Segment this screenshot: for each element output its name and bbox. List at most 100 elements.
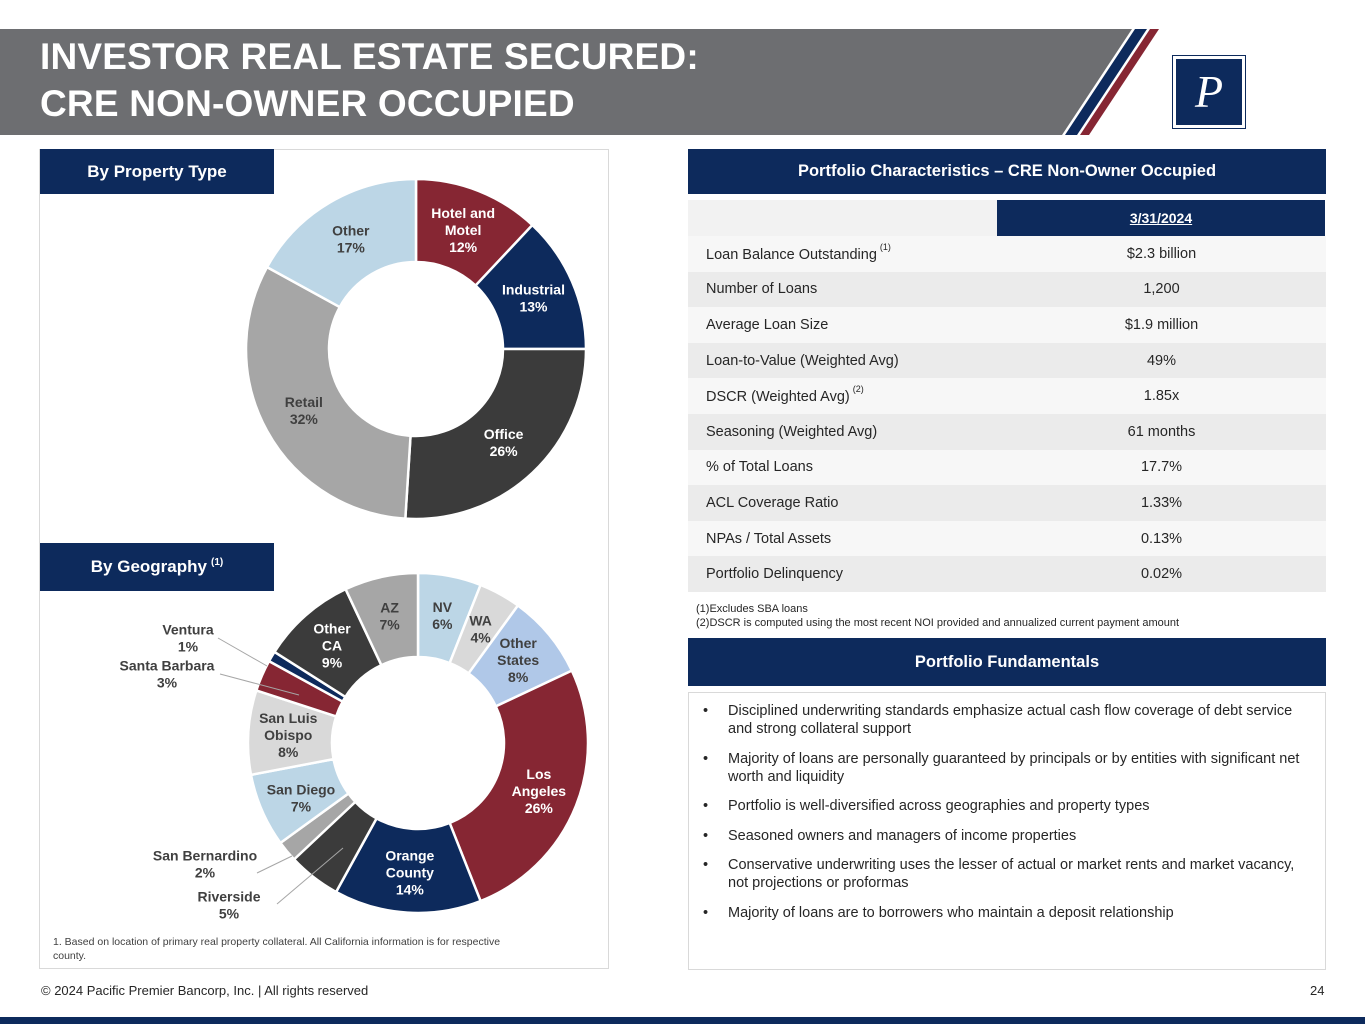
- note-2: (2)DSCR is computed using the most recen…: [696, 617, 1180, 629]
- logo-letter: P: [1194, 66, 1224, 117]
- table-header-blank: [688, 200, 997, 236]
- table-row: Loan-to-Value (Weighted Avg) 49%: [688, 342, 1326, 379]
- row-label-superscript: (1): [879, 241, 891, 252]
- row-label: Number of Loans: [688, 281, 997, 297]
- slice-label-retail: Retail 32%: [285, 394, 323, 427]
- row-value: 1,200: [1143, 281, 1180, 298]
- slice-label-san-diego: San Diego 7%: [267, 782, 335, 815]
- slice-percent: 1%: [178, 639, 199, 655]
- slice-label-riverside: Riverside 5%: [197, 889, 260, 922]
- geography-donut: NV 6% WA 4% Other States 8%Los Angeles 26%Orange…: [120, 571, 590, 922]
- header-maroon-stripe: [1080, 29, 1159, 135]
- property-type-tab: By Property Type: [40, 149, 274, 194]
- table-row: Seasoning (Weighted Avg) 61 months: [688, 413, 1326, 450]
- row-value: 49%: [1146, 352, 1177, 369]
- slice-label-line: Industrial: [502, 282, 565, 298]
- row-label: Portfolio Delinquency: [688, 566, 997, 582]
- table-row: Loan Balance Outstanding (1) $2.3 billion: [688, 236, 1326, 272]
- list-item-text: Disciplined underwriting standards empha…: [728, 703, 1293, 737]
- list-item-text: Conservative underwriting uses the lesse…: [728, 857, 1295, 891]
- copyright-text: © 2024 Pacific Premier Bancorp, Inc. | A…: [41, 983, 369, 998]
- bullet-icon: •: [703, 827, 709, 844]
- slice-label-san-bernardino: San Bernardino 2%: [153, 848, 257, 881]
- geography-title: By Geography: [90, 557, 207, 576]
- bottom-bar: [0, 1017, 1365, 1024]
- row-value: 0.02%: [1140, 566, 1183, 583]
- slice-label-santa-barbara: Santa Barbara 3%: [120, 658, 215, 691]
- note-1: (1)Excludes SBA loans: [696, 603, 808, 615]
- row-label: Loan Balance Outstanding (1): [688, 241, 997, 263]
- slice-label-line: States: [497, 652, 539, 668]
- donut-slice-az: [343, 571, 420, 667]
- leader-line-riverside: [276, 847, 344, 905]
- header-navy-stripe: [1065, 29, 1147, 135]
- slice-label-line: NV: [433, 599, 453, 615]
- fundamentals-box: • Disciplined underwriting standards emph…: [688, 692, 1326, 970]
- property-type-donut: Hotel and Motel 12%Industrial 13%Office 26%R…: [244, 177, 588, 521]
- slice-label-line: Angeles: [512, 783, 567, 799]
- leader-line-san-bernardino: [256, 855, 293, 874]
- table-row: NPAs / Total Assets 0.13%: [688, 520, 1326, 557]
- row-label: Average Loan Size: [688, 317, 997, 333]
- slice-label-line: Riverside: [197, 889, 260, 905]
- slice-label-other-states: Other States 8%: [497, 635, 539, 685]
- table-row: % of Total Loans 17.7%: [688, 449, 1326, 486]
- row-value: 1.33%: [1140, 494, 1183, 511]
- row-label: DSCR (Weighted Avg) (2): [688, 384, 997, 406]
- table-row: DSCR (Weighted Avg) (2) 1.85x: [688, 378, 1326, 414]
- slice-label-other-ca: Other CA 9%: [313, 620, 351, 670]
- slice-label-orange-county: Orange County 14%: [385, 848, 434, 898]
- slice-label-line: Santa Barbara: [120, 658, 215, 674]
- slice-percent: 14%: [396, 882, 425, 898]
- slice-percent: 3%: [157, 675, 178, 691]
- slice-percent: 32%: [290, 411, 319, 427]
- slice-label-line: Obispo: [264, 727, 312, 743]
- slice-label-line: San Luis: [259, 710, 318, 726]
- slice-label-wa: WA 4%: [469, 613, 492, 646]
- row-label: Seasoning (Weighted Avg): [688, 424, 997, 440]
- row-label-text: NPAs / Total Assets: [706, 530, 832, 547]
- bullet-icon: •: [703, 703, 709, 719]
- slice-percent: 13%: [519, 299, 548, 315]
- list-item: • Seasoned owners and managers of income …: [701, 827, 1311, 845]
- header-band: [0, 29, 1160, 135]
- list-item-text: Majority of loans are to borrowers who m…: [728, 904, 1174, 921]
- slice-label-line: Other: [313, 620, 351, 636]
- row-value: 61 months: [1127, 423, 1196, 440]
- list-item: • Disciplined underwriting standards emph…: [701, 702, 1311, 738]
- slice-percent: 7%: [291, 799, 312, 815]
- list-item: • Majority of loans are to borrowers who …: [701, 904, 1311, 922]
- geography-superscript: (1): [210, 556, 224, 568]
- row-label-text: Seasoning (Weighted Avg): [706, 423, 878, 440]
- slice-percent: 26%: [525, 800, 554, 816]
- slice-label-office: Office 26%: [484, 426, 524, 459]
- row-label: NPAs / Total Assets: [688, 531, 997, 547]
- slice-label-nv: NV 6%: [432, 599, 453, 632]
- row-label-text: Loan Balance Outstanding: [706, 246, 877, 263]
- slice-percent: 2%: [195, 865, 216, 881]
- characteristics-table: Loan Balance Outstanding (1) $2.3 billion N…: [688, 236, 1326, 592]
- slice-label-line: Other: [499, 635, 537, 651]
- slice-label-az: AZ 7%: [380, 600, 401, 633]
- list-item-text: Seasoned owners and managers of income p…: [728, 827, 1077, 844]
- table-row: Portfolio Delinquency 0.02%: [688, 556, 1326, 592]
- bullet-icon: •: [703, 857, 709, 873]
- company-logo: P: [1172, 55, 1246, 129]
- row-value: 0.13%: [1140, 530, 1183, 547]
- leader-line-santa-barbara: [219, 673, 300, 696]
- slice-percent: 26%: [490, 443, 519, 459]
- header-gray-band: [0, 29, 1132, 135]
- row-value: 1.85x: [1143, 388, 1180, 405]
- slice-percent: 9%: [322, 654, 343, 670]
- row-label-text: DSCR (Weighted Avg): [706, 389, 850, 406]
- slice-label-line: CA: [322, 637, 342, 653]
- characteristics-title: Portfolio Characteristics – CRE Non-Owne…: [797, 162, 1217, 180]
- characteristics-notes: (1)Excludes SBA loans (2)DSCR is compute…: [696, 602, 1179, 630]
- geography-tab: By Geography (1): [40, 543, 274, 591]
- fundamentals-title: Portfolio Fundamentals: [914, 652, 1100, 671]
- bullet-icon: •: [703, 904, 709, 921]
- slice-percent: 6%: [432, 616, 453, 632]
- header-shape: [0, 29, 1159, 135]
- characteristics-header: Portfolio Characteristics – CRE Non-Owne…: [688, 149, 1326, 194]
